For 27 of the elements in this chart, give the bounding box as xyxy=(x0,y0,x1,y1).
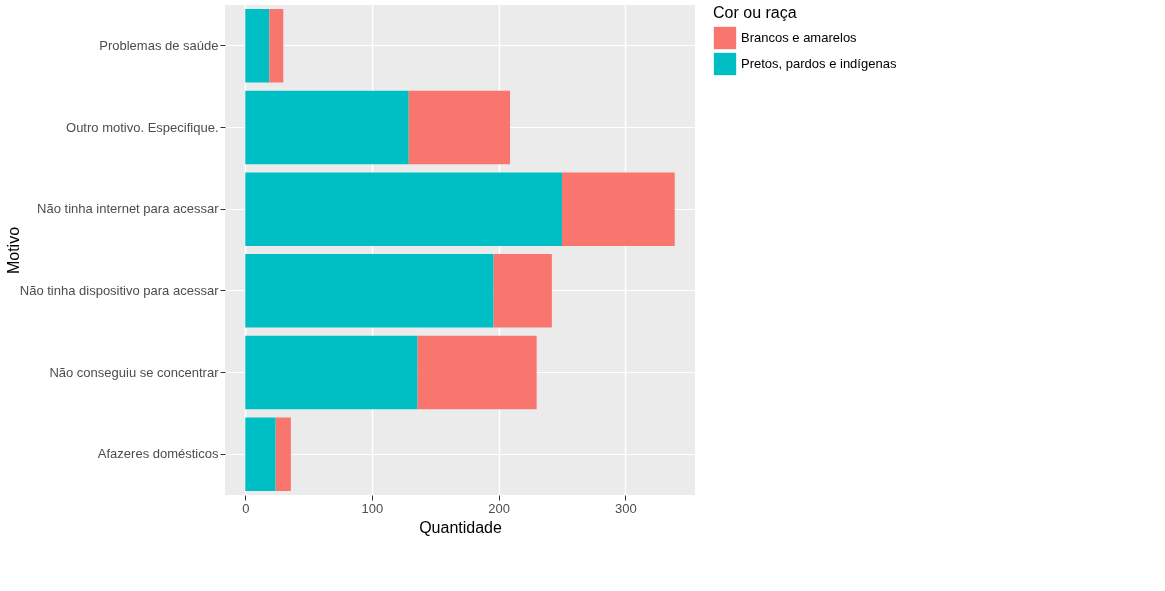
legend-title: Cor ou raça xyxy=(713,4,797,21)
x-tick-label: 0 xyxy=(242,500,250,516)
y-tick-label: Não tinha dispositivo para acessar xyxy=(19,282,220,298)
y-tick-label: Problemas de saúde xyxy=(99,37,219,53)
bar xyxy=(493,254,552,328)
y-tick-label: Não tinha internet para acessar xyxy=(37,201,220,217)
bar xyxy=(245,335,418,410)
bar xyxy=(417,335,537,410)
y-tick-label: Outro motivo. Especifique. xyxy=(66,119,219,135)
y-axis-title: Motivo xyxy=(4,226,22,275)
x-axis-title: Quantidade xyxy=(419,518,502,536)
bar xyxy=(245,9,270,83)
x-tick-label: 100 xyxy=(361,500,384,516)
bar xyxy=(245,172,562,246)
y-tick-label: Não conseguiu se concentrar xyxy=(49,364,220,380)
bar xyxy=(269,9,284,83)
bar xyxy=(245,254,494,328)
bar xyxy=(245,90,409,165)
legend-label: Pretos, pardos e indígenas xyxy=(741,56,897,71)
bar xyxy=(245,417,276,491)
y-tick-label: Afazeres domésticos xyxy=(97,446,219,462)
x-tick-label: 200 xyxy=(488,500,510,516)
bar xyxy=(408,90,511,165)
legend-label: Brancos e amarelos xyxy=(741,30,858,45)
bar xyxy=(275,417,291,491)
x-tick-label: 300 xyxy=(614,500,637,516)
bar xyxy=(561,172,675,246)
